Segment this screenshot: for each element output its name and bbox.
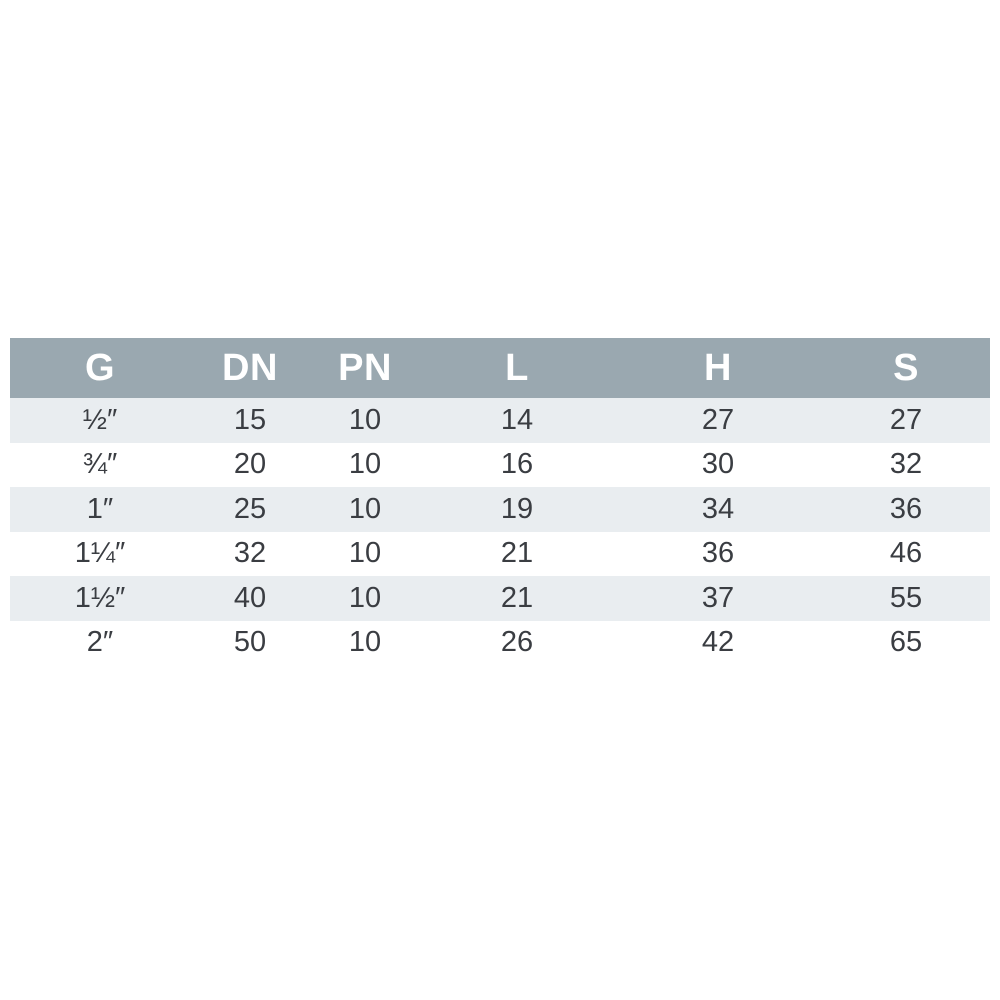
- cell-g: ½″: [82, 403, 118, 436]
- cell-g: 1½″: [74, 581, 126, 614]
- cell-l: 16: [500, 448, 534, 481]
- cell-pn: 10: [348, 448, 382, 481]
- cell-h: 37: [701, 581, 735, 614]
- cell-s: 32: [889, 448, 923, 481]
- cell-g: 2″: [86, 626, 114, 659]
- cell-pn: 10: [348, 626, 382, 659]
- cell-dn: 40: [233, 581, 267, 614]
- cell-g: ¾″: [82, 448, 118, 481]
- cell-l: 14: [500, 403, 534, 436]
- dimensions-table: G DN PN L H S ½″ 15 10 14 27 27 ¾″ 20 10…: [10, 338, 990, 665]
- cell-dn: 32: [233, 537, 267, 570]
- cell-g: 1″: [86, 492, 114, 525]
- cell-h: 36: [701, 537, 735, 570]
- cell-pn: 10: [348, 581, 382, 614]
- cell-l: 21: [500, 581, 534, 614]
- cell-h: 42: [701, 626, 735, 659]
- header-h: H: [614, 338, 822, 398]
- cell-dn: 20: [233, 448, 267, 481]
- table-row: 1½″ 40 10 21 37 55: [10, 576, 990, 621]
- cell-pn: 10: [348, 492, 382, 525]
- header-s: S: [822, 338, 990, 398]
- cell-h: 34: [701, 492, 735, 525]
- cell-dn: 50: [233, 626, 267, 659]
- cell-s: 55: [889, 581, 923, 614]
- cell-pn: 10: [348, 537, 382, 570]
- header-l: L: [420, 338, 614, 398]
- table-row: ½″ 15 10 14 27 27: [10, 398, 990, 443]
- cell-s: 27: [889, 403, 923, 436]
- header-pn: PN: [310, 338, 420, 398]
- cell-dn: 15: [233, 403, 267, 436]
- table-row: 1¼″ 32 10 21 36 46: [10, 531, 990, 576]
- table-row: ¾″ 20 10 16 30 32: [10, 442, 990, 487]
- cell-s: 46: [889, 537, 923, 570]
- header-dn: DN: [190, 338, 310, 398]
- cell-s: 65: [889, 626, 923, 659]
- header-row: G DN PN L H S: [10, 338, 990, 398]
- cell-h: 27: [701, 403, 735, 436]
- table-row: 1″ 25 10 19 34 36: [10, 487, 990, 532]
- cell-dn: 25: [233, 492, 267, 525]
- cell-pn: 10: [348, 403, 382, 436]
- cell-l: 19: [500, 492, 534, 525]
- table-row: 2″ 50 10 26 42 65: [10, 620, 990, 665]
- cell-h: 30: [701, 448, 735, 481]
- cell-g: 1¼″: [74, 537, 126, 570]
- cell-s: 36: [889, 492, 923, 525]
- header-g: G: [10, 338, 190, 398]
- cell-l: 26: [500, 626, 534, 659]
- cell-l: 21: [500, 537, 534, 570]
